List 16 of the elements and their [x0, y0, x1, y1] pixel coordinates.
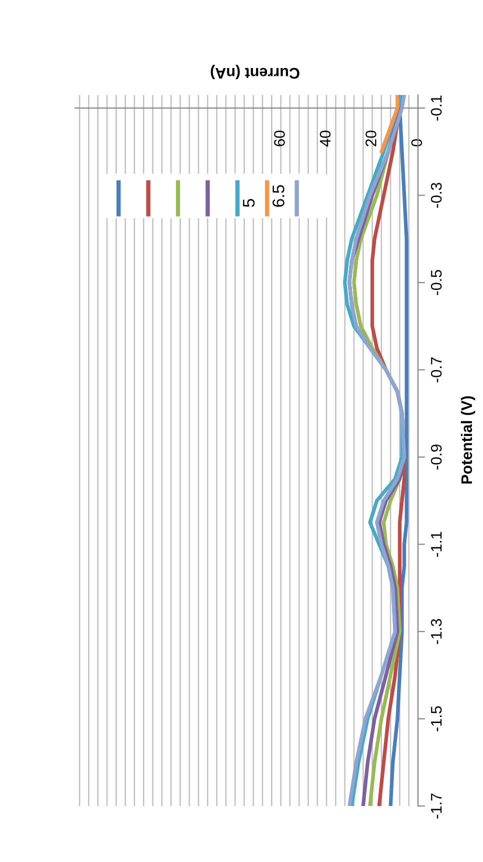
x-tick-label: 20 — [366, 130, 376, 146]
y-tick-label: -0.7 — [430, 357, 442, 382]
y-axis-title: Potential (V) — [460, 396, 476, 484]
y-tick-label: -0.5 — [430, 270, 442, 296]
x-axis-title: Current (nA) — [210, 64, 300, 80]
y-tick-label: -0.9 — [430, 444, 442, 470]
y-tick-label: -1.1 — [431, 532, 442, 557]
legend-label: 5 — [243, 199, 255, 207]
legend-label: 6.5 — [272, 185, 284, 207]
x-tick-label: 60 — [274, 130, 285, 146]
y-tick-label: -0.3 — [430, 182, 442, 208]
x-tick-label: 40 — [320, 130, 331, 147]
y-tick-label: -1.5 — [431, 706, 442, 732]
y-tick-label: -0.1 — [430, 96, 442, 121]
y-tick-label: -1.3 — [430, 619, 442, 644]
y-tick-label: -1.7 — [431, 794, 442, 818]
